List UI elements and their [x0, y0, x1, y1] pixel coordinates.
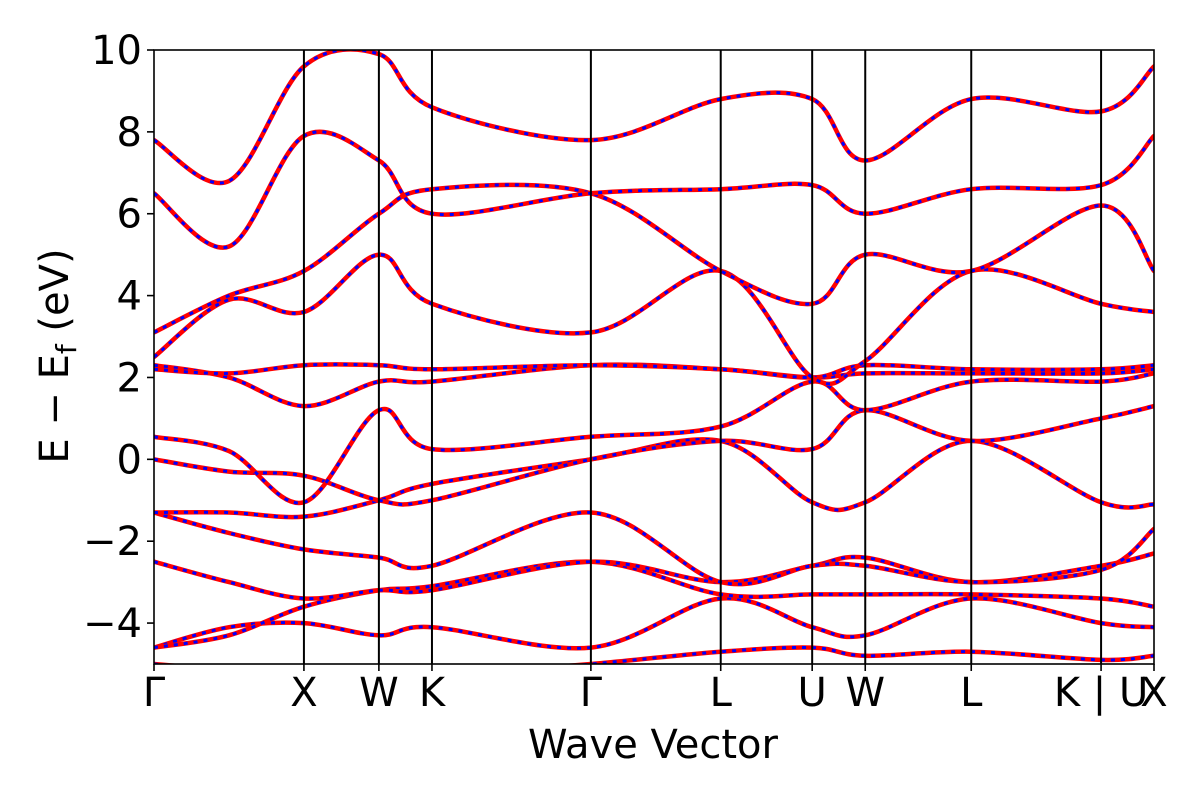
y-tick-label-0: −4: [83, 601, 142, 647]
plot-frame: [153, 49, 1155, 665]
y-axis-ticks: −4 −2 0 2 4 6 8 10: [83, 28, 154, 647]
x-tick-label-1: X: [290, 670, 317, 716]
x-tick-label-4: Γ: [580, 670, 603, 716]
x-tick-label-0: Γ: [143, 670, 166, 716]
y-tick-label-2: 0: [117, 437, 142, 483]
y-axis-label-unit: (eV): [32, 248, 78, 344]
x-tick-label-7: W: [845, 670, 885, 716]
y-axis-label-main: E − E: [32, 354, 78, 464]
x-tick-label-8: L: [960, 670, 983, 716]
y-tick-label-5: 6: [117, 192, 142, 238]
band-line-dashed-12: [154, 130, 1154, 250]
y-axis-label: E − Ef (eV): [32, 248, 83, 463]
band-line-dashed-2: [154, 560, 1154, 650]
x-tick-label-2: W: [359, 670, 399, 716]
x-tick-label-3: K: [419, 670, 447, 716]
x-tick-label-5: L: [710, 670, 733, 716]
high-symmetry-lines: [302, 50, 1103, 664]
y-tick-label-1: −2: [83, 519, 142, 565]
y-tick-label-4: 4: [117, 274, 142, 320]
x-tick-label-9: K | U: [1054, 670, 1148, 716]
y-tick-label-6: 8: [117, 110, 142, 156]
x-tick-label-6: U: [798, 670, 827, 716]
band-line-dashed-4: [154, 510, 1154, 586]
y-tick-label-7: 10: [91, 28, 142, 74]
band-line-dashed-13: [154, 50, 1154, 185]
band-line-solid-0: [154, 645, 1154, 664]
y-tick-label-3: 2: [117, 355, 142, 401]
y-axis-label-subscript: f: [50, 343, 83, 354]
x-axis-label: Wave Vector: [528, 722, 779, 768]
x-tick-label-10: X: [1140, 670, 1167, 716]
